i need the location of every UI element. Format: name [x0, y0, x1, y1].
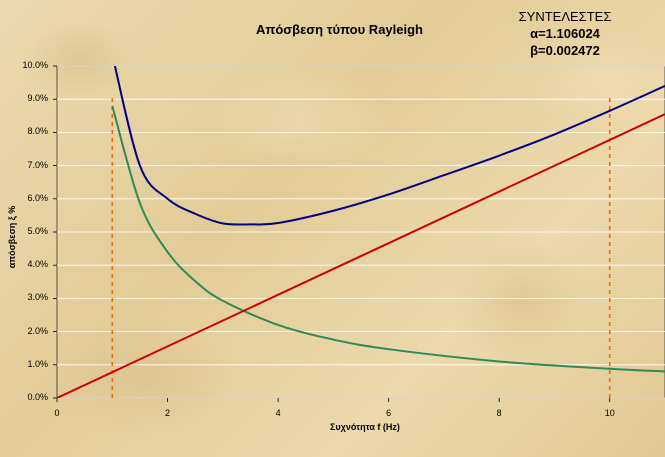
series-line-2 [111, 105, 665, 373]
beta-value: β=0.002472 [530, 43, 600, 58]
axis-ticks [53, 65, 611, 402]
x-tick-label: 10 [604, 408, 615, 418]
y-tick-label: 9.0% [27, 93, 48, 104]
series-line-1 [113, 66, 665, 226]
y-axis-label: απόσβεση ξ % [7, 205, 17, 269]
y-tick-label: 0.0% [27, 392, 48, 402]
vertical-markers [111, 98, 611, 398]
gridlines [57, 65, 665, 399]
coefficients-box: ΣΥΝΤΕΛΕΣΤΕΣ α=1.106024 β=0.002472 [500, 8, 630, 59]
x-tick-label: 2 [165, 408, 171, 418]
y-tick-label: 3.0% [27, 292, 48, 303]
coefficients-heading: ΣΥΝΤΕΛΕΣΤΕΣ [518, 9, 612, 24]
x-axis-label: Συχνότητα f (Hz) [330, 422, 400, 432]
y-tick-label: 6.0% [27, 192, 48, 203]
series-lines [57, 66, 665, 398]
y-tick-label: 7.0% [27, 159, 48, 170]
x-tick-label: 6 [386, 408, 392, 418]
x-tick-label: 4 [275, 408, 281, 418]
y-tick-label: 1.0% [27, 358, 48, 369]
y-tick-label: 10.0% [22, 60, 48, 70]
series-line-3 [57, 113, 665, 398]
chart-title: Απόσβεση τύπου Rayleigh [256, 22, 423, 37]
y-tick-label: 5.0% [27, 226, 48, 236]
y-tick-label: 4.0% [27, 259, 48, 270]
x-tick-label: 8 [496, 408, 502, 418]
alpha-value: α=1.106024 [530, 26, 600, 41]
y-tick-label: 8.0% [27, 126, 48, 137]
y-tick-label: 2.0% [27, 325, 48, 336]
x-tick-label: 0 [54, 408, 60, 418]
